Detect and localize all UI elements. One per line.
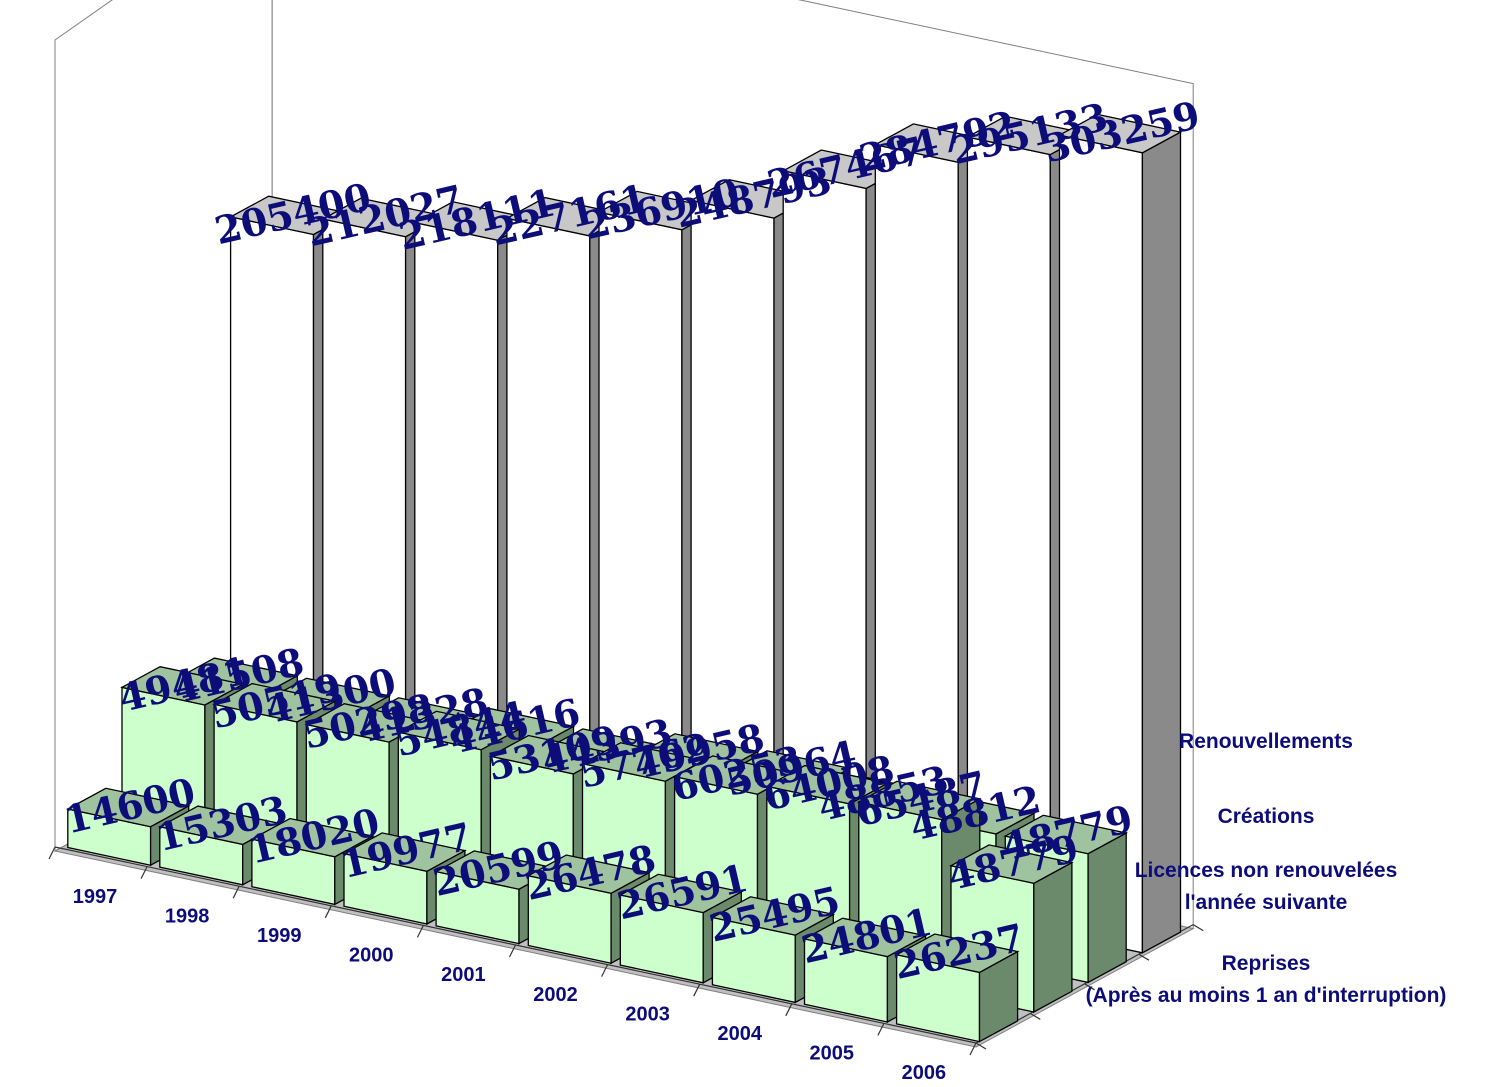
series-tick [975,1042,987,1050]
category-label: 2001 [441,964,486,986]
category-tick [48,846,56,860]
bars [65,113,1183,1043]
series-tick [1138,953,1150,961]
series-label: Renouvellements [1179,730,1353,753]
category-tick [969,1042,977,1056]
series-label: Reprises (Après au moins 1 an d'interrupt… [1086,952,1447,1007]
category-tick [601,964,609,977]
category-label: 2006 [902,1062,947,1084]
bar-side [1087,831,1127,984]
category-label: 2004 [718,1023,763,1045]
category-axis: 1997 1998 1999 2000 2001 2002 2003 2004 2005 2006 [73,886,946,1084]
series-label: Licences non renouvelées l'année suivante [1135,859,1398,914]
category-label: 1999 [257,925,302,947]
category-label: 2003 [625,1003,670,1025]
category-tick [232,885,240,899]
bar-top [856,780,982,821]
category-label: 2002 [533,984,578,1006]
category-tick [693,983,701,997]
bar-top [949,844,1074,884]
bar-side [1141,131,1182,954]
bar-top [894,933,1020,974]
category-tick [877,1023,885,1036]
bar-top [710,896,836,936]
category-tick [785,1003,793,1017]
category-label: 1997 [73,886,118,908]
bar-top [65,787,191,828]
series-label: Créations [1218,805,1315,828]
bar-top [618,873,744,914]
series-tick [1084,983,1095,991]
bar-0-1998 [157,805,283,886]
bar-top [526,854,651,894]
category-tick [416,925,424,938]
category-label: 2005 [810,1043,855,1065]
data-labels: 2054002120272181112271612369102487932674… [60,92,1204,988]
bar-top [764,764,890,805]
series-tick [1192,924,1204,932]
bar-top [342,832,467,872]
bar-3-2006 [1057,113,1183,954]
series-tick [1029,1012,1041,1020]
category-tick [508,944,517,958]
series-axis: Reprises (Après au moins 1 an d'interrupt… [1086,730,1447,1007]
bar-top [802,917,928,958]
bar-top [212,682,337,723]
category-tick [140,866,148,879]
bar-top [396,710,522,751]
bar-side [1033,861,1073,1014]
category-label: 2000 [349,945,394,967]
bar-top [120,666,245,706]
bar-top [1057,113,1183,154]
bar-top [250,817,375,858]
bar-0-2006 [894,933,1020,1043]
category-tick [324,905,332,919]
category-label: 1998 [165,905,210,927]
bar-top [1003,814,1129,855]
